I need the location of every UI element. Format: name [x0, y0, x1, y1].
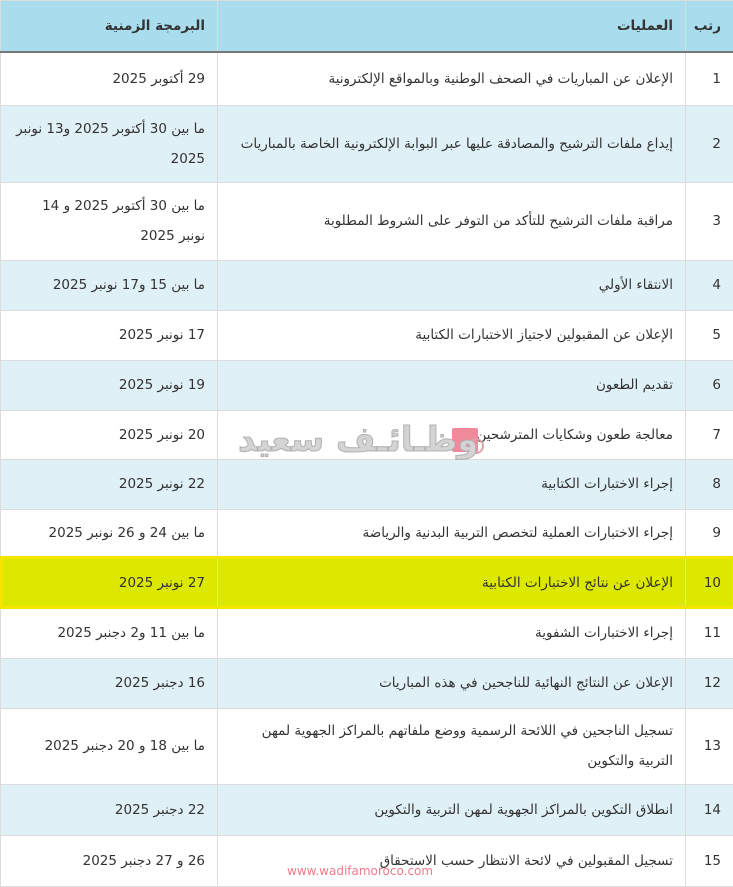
operation-cell: إجراء الاختبارات العملية لتخصص التربية ا…	[218, 509, 686, 557]
operation-cell: الإعلان عن المقبولين لاجتياز الاختبارات …	[218, 310, 686, 360]
operation-cell: الإعلان عن المباريات في الصحف الوطنية وب…	[218, 52, 686, 105]
schedule-cell: ما بين 30 أكتوبر 2025 و13 نونبر 2025	[1, 105, 218, 182]
schedule-cell: ما بين 18 و 20 دجنبر 2025	[1, 708, 218, 784]
schedule-cell: 16 دجنبر 2025	[1, 658, 218, 708]
watermark-url: www.wadifamoroco.com	[287, 864, 433, 878]
rank-cell: 7	[686, 410, 733, 459]
rank-cell: 2	[686, 105, 733, 182]
rank-cell: 6	[686, 360, 733, 410]
operation-cell: إيداع ملفات الترشيح والمصادقة عليها عبر …	[218, 105, 686, 182]
watermark-text: وظـائـف سعيد	[238, 420, 478, 460]
header-row: رتب العمليات البرمجة الزمنية	[1, 1, 733, 53]
schedule-cell: ما بين 11 و2 دجنبر 2025	[1, 608, 218, 658]
rank-cell: 3	[686, 182, 733, 260]
header-rank: رتب	[686, 1, 733, 53]
rank-cell: 15	[686, 835, 733, 886]
rank-cell: 11	[686, 608, 733, 658]
operation-cell: الإعلان عن النتائج النهائية للناجحين في …	[218, 658, 686, 708]
rank-cell: 5	[686, 310, 733, 360]
schedule-cell: 22 دجنبر 2025	[1, 784, 218, 835]
rank-cell: 8	[686, 459, 733, 509]
rank-cell: 14	[686, 784, 733, 835]
operation-cell: الانتقاء الأولي	[218, 260, 686, 310]
schedule-cell: ما بين 15 و17 نونبر 2025	[1, 260, 218, 310]
schedule-cell: 27 نونبر 2025	[1, 557, 218, 608]
schedule-cell: 20 نونبر 2025	[1, 410, 218, 459]
operation-cell: مراقبة ملفات الترشيح للتأكد من التوفر عل…	[218, 182, 686, 260]
rank-cell: 1	[686, 52, 733, 105]
rank-cell: 9	[686, 509, 733, 557]
operation-cell: تقديم الطعون	[218, 360, 686, 410]
rank-cell: 4	[686, 260, 733, 310]
schedule-cell: ما بين 30 أكتوبر 2025 و 14 نونبر 2025	[1, 182, 218, 260]
header-schedule: البرمجة الزمنية	[1, 1, 218, 53]
operation-cell: إجراء الاختبارات الشفوية	[218, 608, 686, 658]
operation-cell: انطلاق التكوين بالمراكز الجهوية لمهن الت…	[218, 784, 686, 835]
rank-cell: 13	[686, 708, 733, 784]
rank-cell: 12	[686, 658, 733, 708]
rank-cell: 10	[686, 557, 733, 608]
schedule-cell: ما بين 24 و 26 نونبر 2025	[1, 509, 218, 557]
header-operations: العمليات	[218, 1, 686, 53]
operation-cell: تسجيل الناجحين في اللائحة الرسمية ووضع م…	[218, 708, 686, 784]
operation-cell: الإعلان عن نتائج الاختبارات الكتابية	[218, 557, 686, 608]
operation-cell: تسجيل المقبولين في لائحة الانتظار حسب ال…	[218, 835, 686, 886]
operation-cell: إجراء الاختبارات الكتابية	[218, 459, 686, 509]
schedule-cell: 26 و 27 دجنبر 2025	[1, 835, 218, 886]
schedule-cell: 22 نونبر 2025	[1, 459, 218, 509]
schedule-cell: 29 أكتوبر 2025	[1, 52, 218, 105]
schedule-cell: 17 نونبر 2025	[1, 310, 218, 360]
schedule-cell: 19 نونبر 2025	[1, 360, 218, 410]
